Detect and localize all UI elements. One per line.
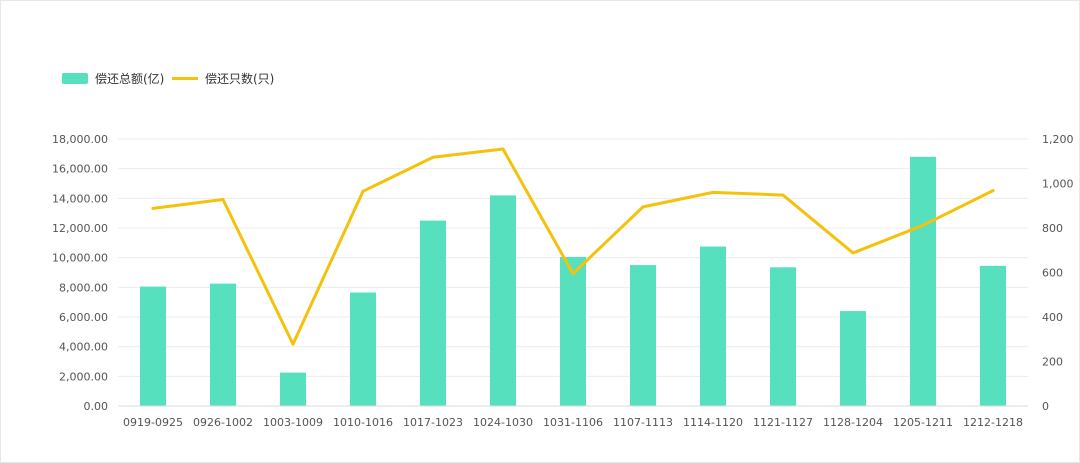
bar[interactable]	[490, 195, 516, 406]
bar[interactable]	[980, 265, 1006, 406]
x-tick-label: 0926-1002	[193, 416, 253, 429]
x-tick-label: 1107-1113	[613, 416, 673, 429]
legend: 偿还总额(亿) 偿还只数(只)	[62, 71, 274, 86]
x-tick-label: 1003-1009	[263, 416, 323, 429]
line-point[interactable]	[571, 272, 575, 276]
y-right-tick-label: 800	[1042, 222, 1063, 235]
line-series	[151, 147, 995, 346]
line-point[interactable]	[921, 223, 925, 227]
line-point[interactable]	[501, 147, 505, 151]
y-left-tick-label: 18,000.00	[52, 133, 108, 146]
legend-swatch-bar	[62, 73, 88, 84]
bar[interactable]	[840, 311, 866, 406]
bar[interactable]	[560, 256, 586, 406]
y-right-tick-label: 600	[1042, 267, 1063, 280]
line-point[interactable]	[221, 198, 225, 202]
legend-item-repay-count[interactable]: 偿还只数(只)	[172, 71, 274, 86]
y-left-tick-label: 2,000.00	[59, 370, 108, 383]
y-axis-left: 0.00 2,000.00 4,000.00 6,000.00 8,000.00 10,0…	[52, 133, 108, 413]
y-left-tick-label: 0.00	[84, 400, 109, 413]
bar[interactable]	[420, 220, 446, 406]
y-left-tick-label: 10,000.00	[52, 252, 108, 265]
x-tick-label: 1205-1211	[893, 416, 953, 429]
bar[interactable]	[210, 283, 236, 406]
bar[interactable]	[630, 265, 656, 406]
x-tick-label: 1010-1016	[333, 416, 393, 429]
bar[interactable]	[770, 267, 796, 406]
y-left-tick-label: 16,000.00	[52, 163, 108, 176]
bar[interactable]	[910, 156, 936, 406]
legend-label-repay-count: 偿还只数(只)	[205, 71, 274, 86]
line-point[interactable]	[361, 189, 365, 193]
y-left-tick-label: 4,000.00	[59, 341, 108, 354]
x-tick-label: 1024-1030	[473, 416, 533, 429]
y-left-tick-label: 6,000.00	[59, 311, 108, 324]
x-tick-label: 1121-1127	[753, 416, 813, 429]
line-point[interactable]	[151, 206, 155, 210]
bar[interactable]	[280, 372, 306, 406]
line-point[interactable]	[431, 155, 435, 159]
x-tick-label: 1031-1106	[543, 416, 603, 429]
bar[interactable]	[140, 286, 166, 406]
line-point[interactable]	[711, 190, 715, 194]
y-right-tick-label: 1,000	[1042, 178, 1074, 191]
legend-label-repay-amount: 偿还总额(亿)	[95, 71, 164, 86]
y-axis-right: 0 200 400 600 800 1,000 1,200	[1042, 133, 1074, 413]
x-tick-label: 1212-1218	[963, 416, 1023, 429]
line-point[interactable]	[991, 189, 995, 193]
y-right-tick-label: 200	[1042, 356, 1063, 369]
bar[interactable]	[700, 246, 726, 406]
line-point[interactable]	[641, 205, 645, 209]
y-right-tick-label: 1,200	[1042, 133, 1074, 146]
y-left-tick-label: 12,000.00	[52, 222, 108, 235]
bar-series	[140, 156, 1006, 406]
y-left-tick-label: 14,000.00	[52, 192, 108, 205]
line-point[interactable]	[851, 251, 855, 255]
legend-item-repay-amount[interactable]: 偿还总额(亿)	[62, 71, 164, 86]
line-point[interactable]	[291, 342, 295, 346]
y-right-tick-label: 0	[1042, 400, 1049, 413]
y-left-tick-label: 8,000.00	[59, 281, 108, 294]
x-tick-label: 1017-1023	[403, 416, 463, 429]
x-tick-label: 1114-1120	[683, 416, 743, 429]
x-axis: 0919-0925 0926-1002 1003-1009 1010-1016 1017…	[118, 405, 1028, 429]
bar[interactable]	[350, 292, 376, 406]
x-tick-label: 1128-1204	[823, 416, 883, 429]
y-right-tick-label: 400	[1042, 311, 1063, 324]
line-point[interactable]	[781, 193, 785, 197]
x-tick-label: 0919-0925	[123, 416, 183, 429]
